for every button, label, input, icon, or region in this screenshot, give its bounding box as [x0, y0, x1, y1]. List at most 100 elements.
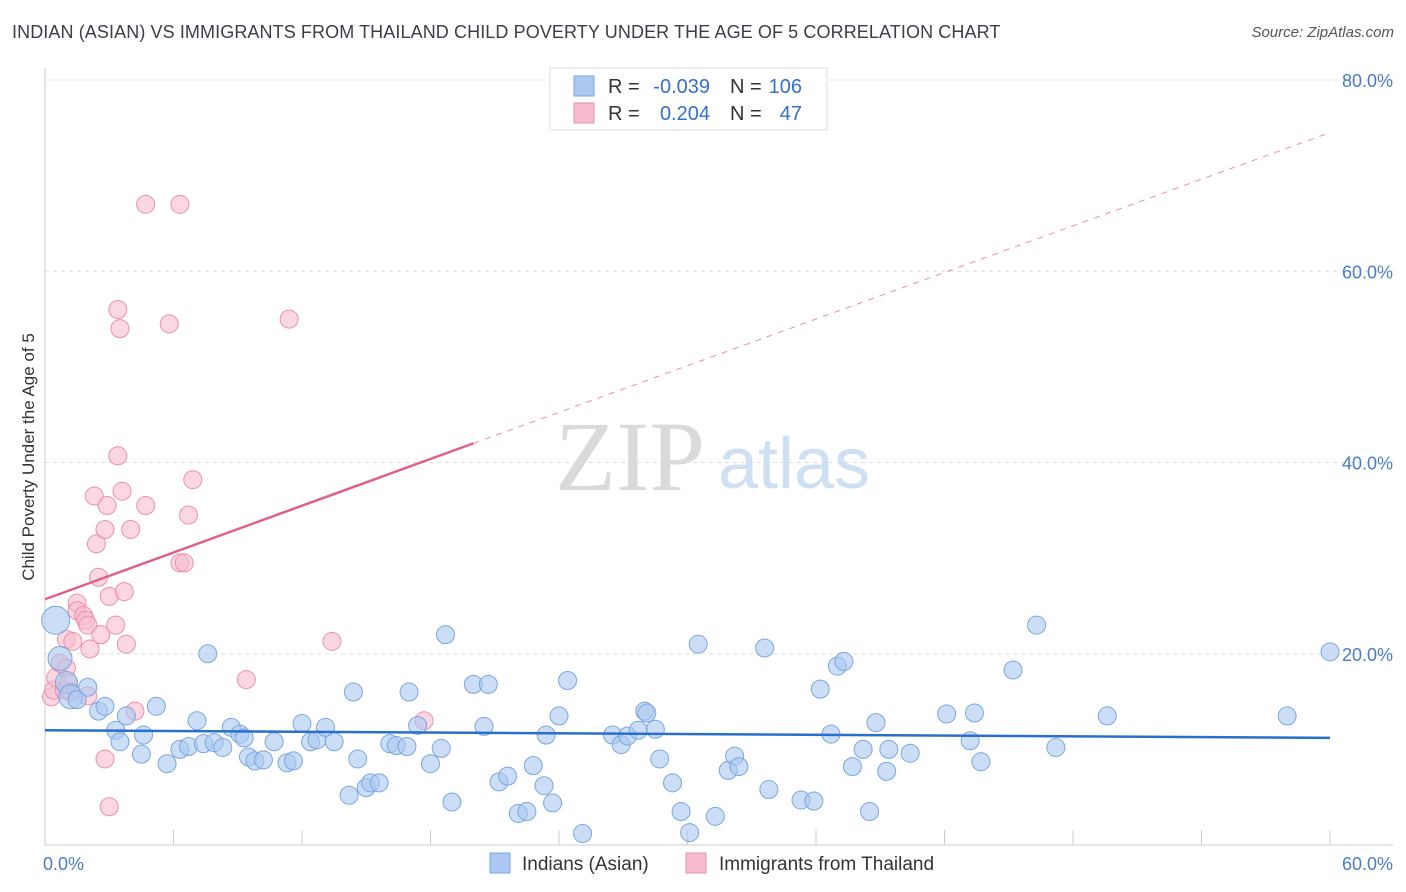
indian-point-55 [498, 766, 518, 786]
indian-point-94 [879, 739, 899, 759]
thailand-point-21 [95, 749, 115, 769]
indian-trend-line [44, 729, 1331, 740]
indian-point-60 [534, 776, 554, 796]
indian-point-9 [116, 706, 136, 726]
indian-point-77 [705, 806, 725, 826]
indian-point-89 [842, 757, 862, 777]
thailand-point-18 [84, 486, 104, 506]
thailand-point-40 [174, 553, 194, 573]
thailand-point-45 [322, 631, 342, 651]
indian-point-38 [348, 749, 368, 769]
series-legend-swatch-thailand [685, 852, 707, 874]
series-legend-label-indian: Indians (Asian) [522, 854, 649, 875]
legend-n-label-pink: N = [730, 103, 762, 125]
indian-points [41, 605, 1340, 844]
indian-point-48 [431, 738, 451, 758]
indian-point-84 [804, 791, 824, 811]
series-legend: Indians (Asian) Immigrants from Thailand [489, 852, 934, 875]
source-label: Source: ZipAtlas.com [1251, 24, 1394, 41]
watermark-atlas: atlas [718, 424, 870, 504]
stats-legend-box [549, 67, 828, 131]
thailand-point-44 [279, 309, 299, 329]
thailand-point-25 [99, 797, 119, 817]
indian-point-74 [671, 802, 691, 822]
indian-point-24 [234, 728, 254, 748]
indian-point-85 [810, 679, 830, 699]
indian-point-97 [960, 731, 980, 751]
thailand-point-19 [91, 625, 111, 645]
x-tick-label-max: 60.0% [1342, 854, 1393, 874]
thailand-point-22 [97, 496, 117, 516]
indian-point-7 [95, 696, 115, 716]
indian-point-27 [253, 750, 273, 770]
indian-point-73 [663, 773, 683, 793]
y-tick-label-20: 20.0% [1342, 645, 1393, 665]
indian-point-105 [1320, 642, 1340, 662]
indian-point-5 [78, 677, 98, 697]
legend-r-label-blue: R = [608, 76, 640, 98]
trend-lines [44, 132, 1331, 740]
indian-point-82 [759, 780, 779, 800]
thailand-point-27 [106, 615, 126, 635]
thailand-point-39 [170, 194, 190, 214]
y-tick-label-80: 80.0% [1342, 71, 1393, 91]
thailand-point-17 [86, 534, 106, 554]
thailand-trend-extension [473, 132, 1331, 444]
thailand-point-33 [121, 519, 141, 539]
indian-point-91 [860, 802, 880, 822]
indian-point-58 [523, 756, 543, 776]
indian-point-19 [198, 644, 218, 664]
indian-point-47 [421, 754, 440, 774]
legend-n-label-blue: N = [730, 76, 762, 98]
indian-point-50 [442, 792, 462, 812]
y-tick-labels: 20.0% 40.0% 60.0% 80.0% [1342, 71, 1393, 665]
thailand-point-42 [183, 470, 203, 490]
indian-point-21 [213, 737, 233, 757]
indian-point-44 [397, 737, 417, 757]
indian-point-93 [877, 761, 897, 781]
legend-n-value-blue: 106 [769, 76, 802, 98]
indian-point-57 [517, 802, 537, 822]
thailand-point-29 [110, 319, 130, 339]
thailand-point-31 [114, 582, 134, 602]
thailand-point-43 [236, 670, 256, 690]
indian-point-99 [971, 752, 991, 772]
indian-point-41 [369, 773, 389, 793]
legend-r-value-pink: 0.204 [660, 103, 710, 125]
thailand-point-28 [108, 300, 128, 319]
indian-point-46 [408, 715, 428, 735]
thailand-point-30 [112, 481, 132, 501]
indian-point-28 [264, 732, 284, 752]
thailand-point-41 [178, 505, 198, 525]
x-ticks [173, 830, 1331, 845]
y-tick-label-60: 60.0% [1342, 262, 1393, 282]
thailand-points [41, 194, 434, 817]
indian-point-14 [157, 754, 177, 774]
thailand-point-9 [63, 631, 83, 651]
indian-point-75 [680, 823, 700, 843]
indian-point-81 [755, 638, 775, 658]
legend-swatch-pink [573, 102, 595, 124]
indian-point-35 [324, 732, 344, 752]
gridlines [45, 79, 1393, 655]
indian-point-98 [964, 703, 984, 723]
indian-point-11 [134, 725, 154, 745]
indian-point-100 [1003, 660, 1023, 680]
indian-point-88 [834, 651, 854, 671]
y-tick-label-40: 40.0% [1342, 454, 1393, 474]
chart-title: INDIAN (ASIAN) VS IMMIGRANTS FROM THAILA… [12, 22, 1001, 42]
indian-point-1 [47, 646, 73, 672]
legend-r-value-blue: -0.039 [653, 76, 710, 98]
indian-point-76 [688, 634, 708, 654]
indian-point-72 [650, 749, 670, 769]
indian-point-95 [900, 743, 920, 763]
thailand-point-14 [78, 615, 98, 635]
indian-point-52 [474, 716, 494, 736]
indian-point-102 [1046, 737, 1066, 757]
indian-point-103 [1097, 706, 1117, 726]
indian-point-64 [573, 824, 593, 844]
indian-point-59 [536, 725, 556, 745]
thailand-trend-line [44, 442, 474, 601]
indian-point-10 [110, 732, 130, 752]
